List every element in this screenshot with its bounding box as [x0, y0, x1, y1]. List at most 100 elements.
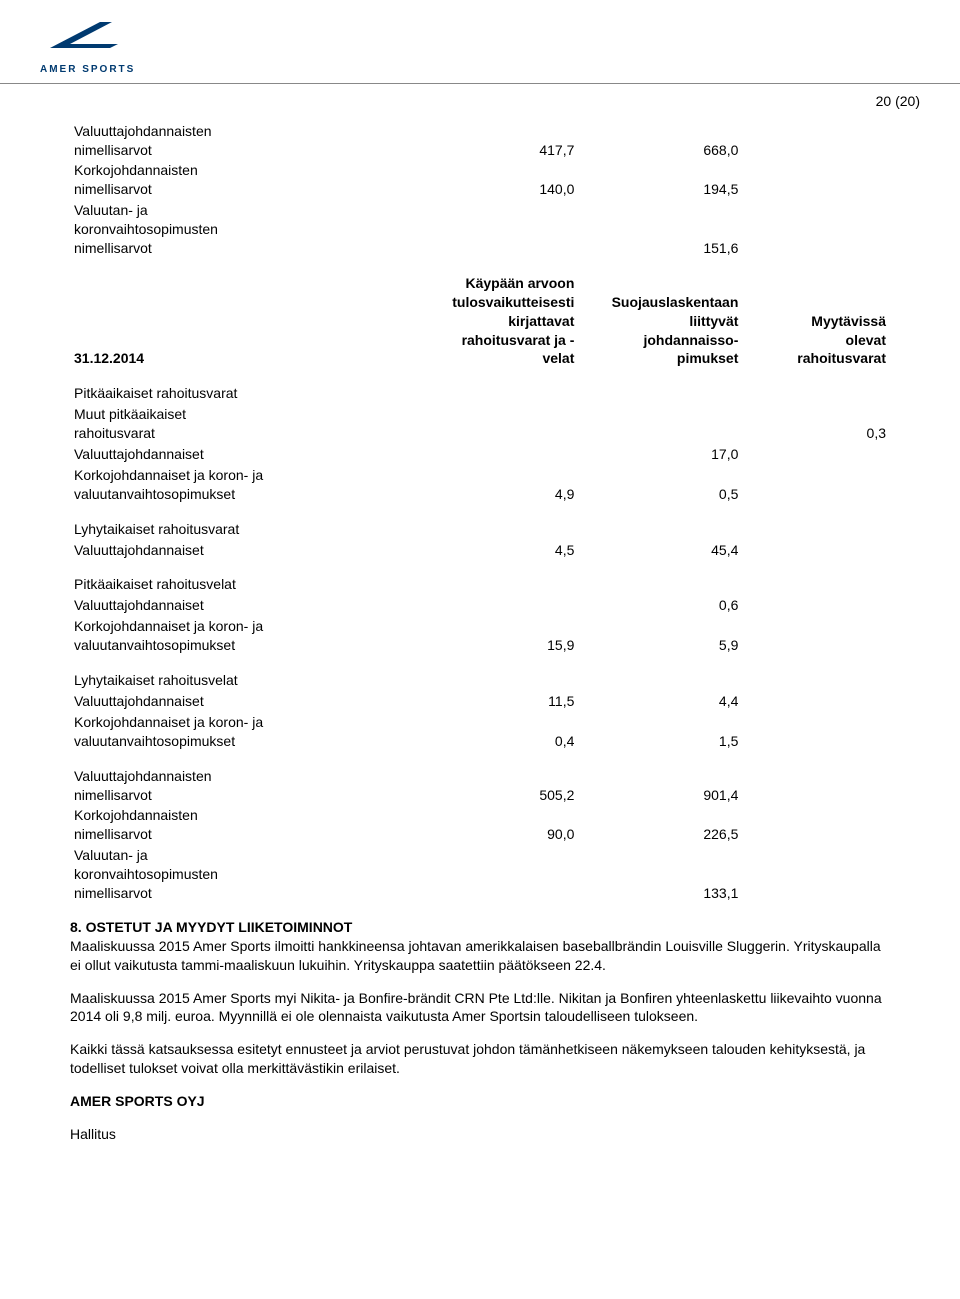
- col3-header: Myytävissäolevatrahoitusvarat: [742, 273, 890, 369]
- value-col3: [742, 444, 890, 465]
- value-col2: 4,4: [578, 691, 742, 712]
- value-col3: [742, 712, 890, 752]
- financial-group-table: Valuuttajohdannaistennimellisarvot505,29…: [70, 766, 890, 904]
- value-col1: 4,5: [431, 540, 579, 561]
- value-col1: 417,7: [431, 121, 579, 161]
- table-row: Valuuttajohdannaistennimellisarvot505,29…: [70, 766, 890, 806]
- row-label: Valuuttajohdannaiset: [70, 691, 431, 712]
- value-col2: 17,0: [578, 444, 742, 465]
- logo-brand-text: AMER SPORTS: [40, 63, 150, 77]
- value-col2: [578, 519, 742, 540]
- top-values-table: Valuuttajohdannaistennimellisarvot417,76…: [70, 121, 890, 259]
- value-col1: 505,2: [431, 766, 579, 806]
- company-logo: AMER SPORTS: [40, 20, 150, 76]
- table-row: Muut pitkäaikaisetrahoitusvarat 0,3: [70, 404, 890, 444]
- row-label: Korkojohdannaistennimellisarvot: [70, 805, 431, 845]
- value-col2: 668,0: [578, 121, 742, 161]
- value-col2: 901,4: [578, 766, 742, 806]
- value-col3: [742, 540, 890, 561]
- page-number: 20 (20): [0, 84, 960, 111]
- value-col2: 0,6: [578, 595, 742, 616]
- amer-sports-logo-icon: [40, 20, 150, 56]
- table-row: Valuuttajohdannaiset 0,6: [70, 595, 890, 616]
- value-col1: [431, 444, 579, 465]
- financial-group-table: Lyhytaikaiset rahoitusvelatValuuttajohda…: [70, 670, 890, 752]
- row-label: Valuuttajohdannaiset: [70, 595, 431, 616]
- row-label: Valuutan- jakoronvaihtosopimustennimelli…: [70, 200, 431, 259]
- value-col2: 1,5: [578, 712, 742, 752]
- value-col1: 4,9: [431, 465, 579, 505]
- value-col2: 194,5: [578, 160, 742, 200]
- date-header: 31.12.2014: [74, 350, 144, 366]
- row-label: Korkojohdannaiset ja koron- javaluutanva…: [70, 616, 431, 656]
- table-row: Valuutan- jakoronvaihtosopimustennimelli…: [70, 845, 890, 904]
- col1-header: Käypään arvoontulosvaikutteisestikirjatt…: [431, 273, 579, 369]
- value-col3: [742, 691, 890, 712]
- table-row: Lyhytaikaiset rahoitusvelat: [70, 670, 890, 691]
- page-header: AMER SPORTS: [0, 0, 960, 84]
- value-col1: [431, 845, 579, 904]
- row-label: Valuutan- jakoronvaihtosopimustennimelli…: [70, 845, 431, 904]
- value-col2: [578, 670, 742, 691]
- page-content: Valuuttajohdannaistennimellisarvot417,76…: [0, 111, 960, 1184]
- row-label: Valuuttajohdannaiset: [70, 444, 431, 465]
- value-col3: [742, 519, 890, 540]
- table-row: Korkojohdannaiset ja koron- javaluutanva…: [70, 712, 890, 752]
- row-label: Pitkäaikaiset rahoitusvarat: [70, 383, 431, 404]
- col2-header: Suojauslaskentaanliittyvätjohdannaisso-p…: [578, 273, 742, 369]
- value-col1: [431, 670, 579, 691]
- row-label: Lyhytaikaiset rahoitusvelat: [70, 670, 431, 691]
- value-col1: [431, 574, 579, 595]
- value-col3: [742, 200, 890, 259]
- section-8-para-3: Kaikki tässä katsauksessa esitetyt ennus…: [70, 1040, 890, 1078]
- table-row: Valuuttajohdannaiset 17,0: [70, 444, 890, 465]
- row-label: Muut pitkäaikaisetrahoitusvarat: [70, 404, 431, 444]
- table-row: Valuuttajohdannaiset11,54,4: [70, 691, 890, 712]
- value-col3: [742, 595, 890, 616]
- value-col3: [742, 766, 890, 806]
- row-label: Korkojohdannaistennimellisarvot: [70, 160, 431, 200]
- financial-group-table: Lyhytaikaiset rahoitusvaratValuuttajohda…: [70, 519, 890, 561]
- value-col3: 0,3: [742, 404, 890, 444]
- row-label: Valuuttajohdannaistennimellisarvot: [70, 121, 431, 161]
- section-8-para-1: Maaliskuussa 2015 Amer Sports ilmoitti h…: [70, 938, 881, 973]
- value-col2: 45,4: [578, 540, 742, 561]
- value-col1: 140,0: [431, 160, 579, 200]
- value-col2: 5,9: [578, 616, 742, 656]
- value-col3: [742, 121, 890, 161]
- table-row: Pitkäaikaiset rahoitusvarat: [70, 383, 890, 404]
- financial-group-table: Pitkäaikaiset rahoitusvelatValuuttajohda…: [70, 574, 890, 656]
- value-col3: [742, 465, 890, 505]
- value-col1: [431, 404, 579, 444]
- value-col1: 0,4: [431, 712, 579, 752]
- section-8: 8. OSTETUT JA MYYDYT LIIKETOIMINNOT Maal…: [70, 918, 890, 975]
- value-col2: 151,6: [578, 200, 742, 259]
- value-col2: [578, 383, 742, 404]
- row-label: Korkojohdannaiset ja koron- javaluutanva…: [70, 465, 431, 505]
- financial-group-table: Pitkäaikaiset rahoitusvaratMuut pitkäaik…: [70, 383, 890, 504]
- row-label: Pitkäaikaiset rahoitusvelat: [70, 574, 431, 595]
- value-col3: [742, 574, 890, 595]
- table-row: Lyhytaikaiset rahoitusvarat: [70, 519, 890, 540]
- section-8-title: 8. OSTETUT JA MYYDYT LIIKETOIMINNOT: [70, 919, 352, 935]
- table-row: Korkojohdannaistennimellisarvot90,0226,5: [70, 805, 890, 845]
- table-row: Korkojohdannaiset ja koron- javaluutanva…: [70, 616, 890, 656]
- value-col3: [742, 670, 890, 691]
- value-col1: 15,9: [431, 616, 579, 656]
- value-col1: 90,0: [431, 805, 579, 845]
- row-label: Korkojohdannaiset ja koron- javaluutanva…: [70, 712, 431, 752]
- table-row: Valuuttajohdannaistennimellisarvot417,76…: [70, 121, 890, 161]
- value-col1: [431, 383, 579, 404]
- table-row: Korkojohdannaistennimellisarvot140,0194,…: [70, 160, 890, 200]
- table-row: Valuuttajohdannaiset4,545,4: [70, 540, 890, 561]
- value-col3: [742, 160, 890, 200]
- section-8-para-2: Maaliskuussa 2015 Amer Sports myi Nikita…: [70, 989, 890, 1027]
- value-col1: [431, 595, 579, 616]
- row-label: Valuuttajohdannaiset: [70, 540, 431, 561]
- table-row: Pitkäaikaiset rahoitusvelat: [70, 574, 890, 595]
- value-col3: [742, 383, 890, 404]
- value-col2: [578, 574, 742, 595]
- signoff: Hallitus: [70, 1125, 890, 1144]
- company-name: AMER SPORTS OYJ: [70, 1092, 890, 1111]
- table-row: Korkojohdannaiset ja koron- javaluutanva…: [70, 465, 890, 505]
